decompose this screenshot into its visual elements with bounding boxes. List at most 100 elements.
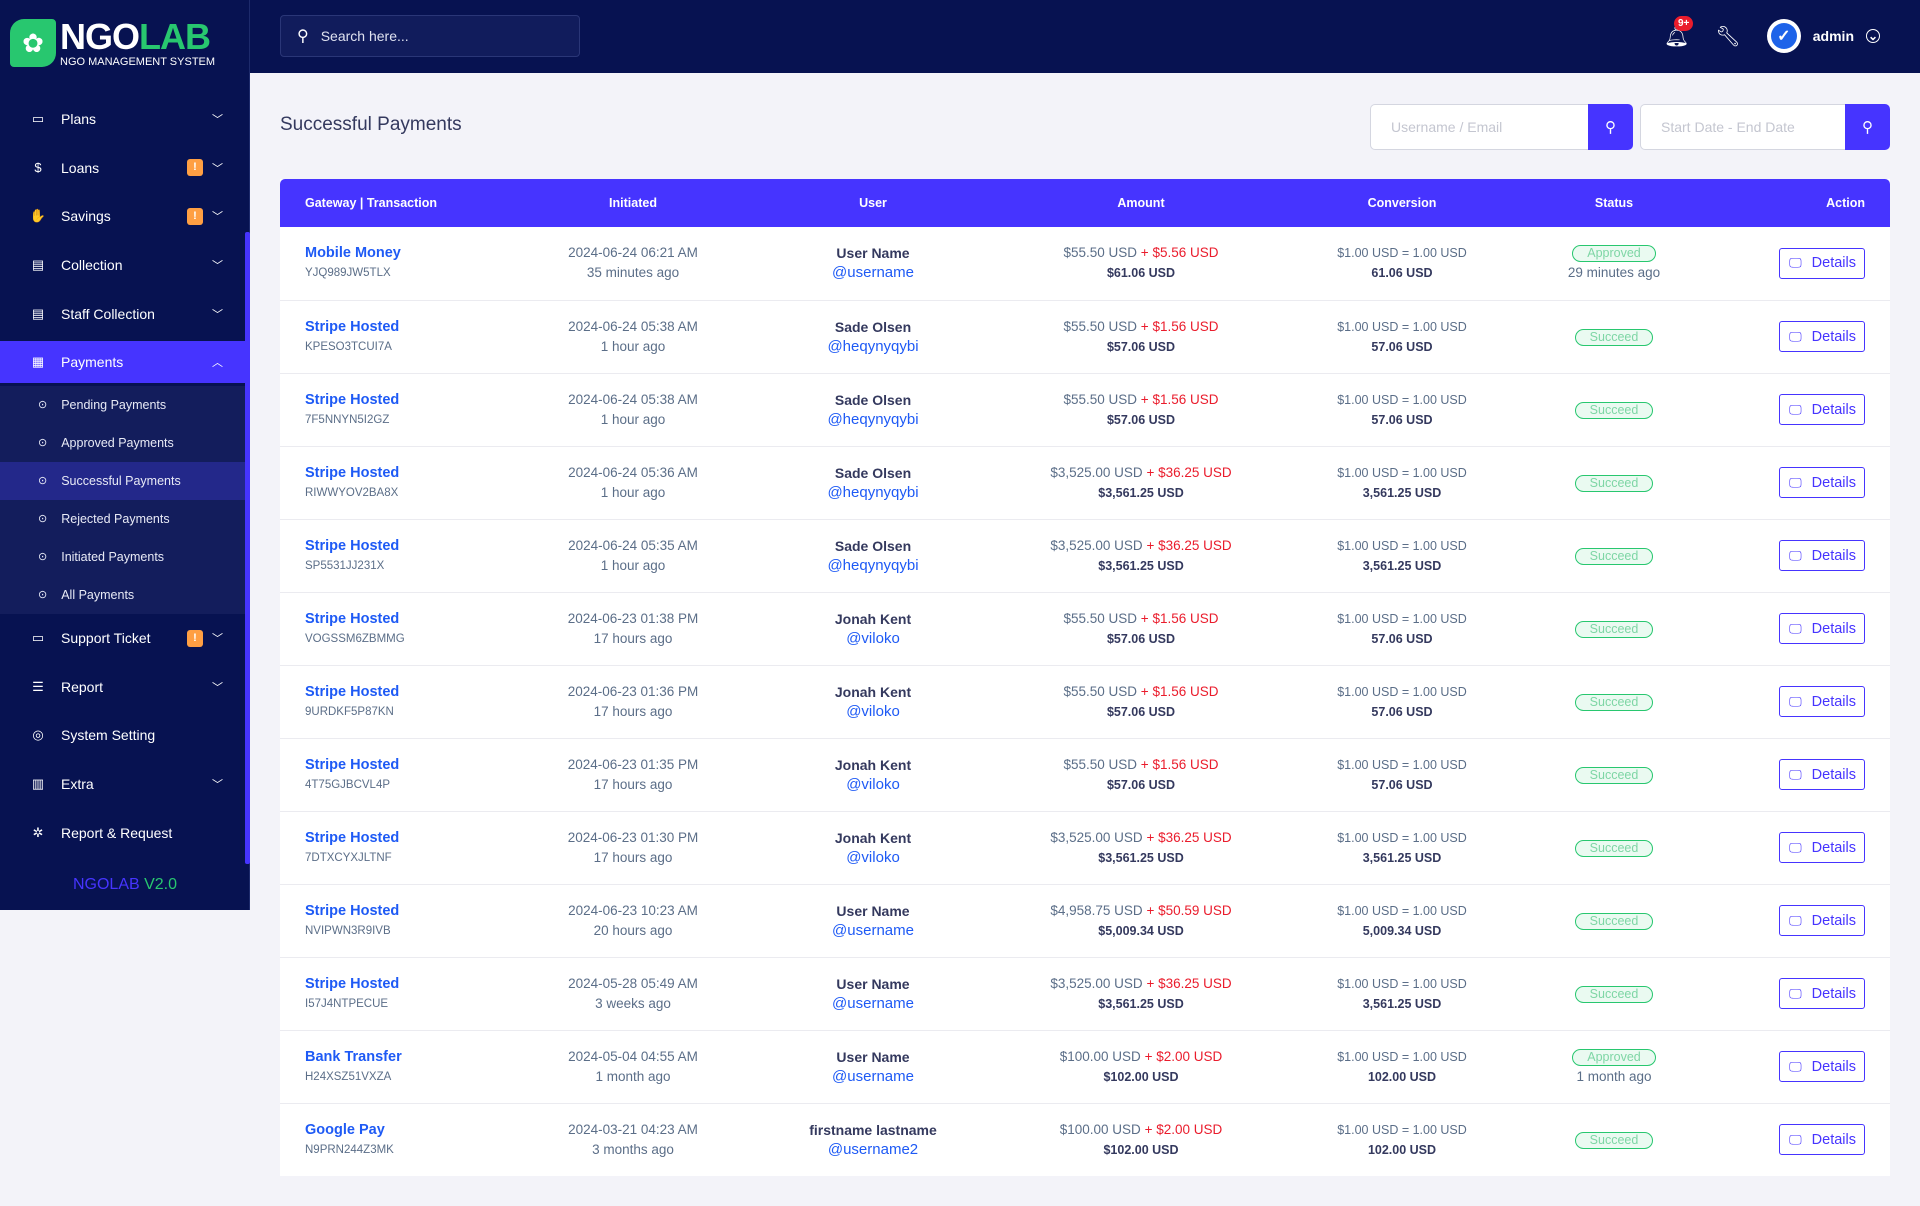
- details-button[interactable]: 🖵︎ Details: [1779, 613, 1865, 644]
- sidebar-item-plans[interactable]: ▭ Plans ﹀: [0, 95, 245, 144]
- logo[interactable]: ✿ NGOLAB NGO MANAGEMENT SYSTEM: [10, 18, 215, 68]
- conversion-rate: $1.00 USD = 1.00 USD: [1337, 684, 1467, 699]
- details-label: Details: [1811, 547, 1856, 564]
- user-link[interactable]: @heqynyqybi: [827, 337, 919, 355]
- chevron-down-icon: ﹀: [212, 114, 223, 127]
- details-button[interactable]: 🖵︎ Details: [1779, 467, 1865, 498]
- bug-icon: ✲: [32, 824, 44, 840]
- desktop-icon: 🖵︎: [1789, 693, 1802, 709]
- plus-sign: +: [1142, 975, 1159, 991]
- user-link[interactable]: @username: [832, 1067, 914, 1085]
- sidebar-item-partial[interactable]: [0, 75, 245, 95]
- charge-value: $1.56 USD: [1152, 391, 1219, 407]
- sidebar-item-staff-collection[interactable]: ▤ Staff Collection ﹀: [0, 289, 245, 338]
- sidebar-item-payments[interactable]: ▦ Payments ︿: [0, 340, 245, 383]
- plus-sign: +: [1137, 610, 1153, 626]
- wrench-icon[interactable]: 🔧︎: [1715, 25, 1741, 48]
- converted-amount: 5,009.34 USD: [1362, 923, 1442, 938]
- sidebar-item-system-setting[interactable]: ◎ System Setting: [0, 711, 245, 760]
- sidebar-subitem-pending-payments[interactable]: ⊙ Pending Payments: [0, 386, 245, 424]
- chevron-down-icon: ﹀: [212, 211, 223, 224]
- details-button[interactable]: 🖵︎ Details: [1779, 1051, 1865, 1082]
- table-row: Stripe Hosted I57J4NTPECUE 2024-05-28 05:4…: [280, 957, 1890, 1031]
- user-link[interactable]: @viloko: [846, 702, 900, 720]
- circle-dot-icon: ⊙: [38, 475, 48, 488]
- user-link[interactable]: @viloko: [846, 848, 900, 866]
- details-label: Details: [1811, 255, 1856, 272]
- sidebar-item-loans[interactable]: $ Loans! ﹀: [0, 144, 245, 193]
- column-header-status: Status: [1594, 196, 1634, 210]
- sidebar-item-label: Loans: [61, 159, 100, 176]
- details-button[interactable]: 🖵︎ Details: [1779, 540, 1865, 571]
- chevron-down-icon: ﹀: [212, 681, 223, 694]
- desktop-icon: 🖵︎: [1789, 547, 1802, 563]
- user-menu[interactable]: ✓ admin ⌄: [1766, 19, 1880, 53]
- search-box[interactable]: ⚲: [280, 15, 580, 57]
- user-link[interactable]: @username: [832, 994, 914, 1012]
- status-badge: Succeed: [1574, 912, 1654, 930]
- username-email-input[interactable]: [1370, 104, 1588, 150]
- user-link[interactable]: @viloko: [846, 629, 900, 647]
- date-range-input[interactable]: [1640, 104, 1845, 150]
- user-search-button[interactable]: ⚲: [1588, 104, 1633, 150]
- sidebar-subitem-initiated-payments[interactable]: ⊙ Initiated Payments: [0, 538, 245, 576]
- user-link[interactable]: @heqynyqybi: [827, 410, 919, 428]
- converted-amount: 57.06 USD: [1371, 412, 1433, 427]
- gateway-cell: Stripe Hosted I57J4NTPECUE: [280, 957, 520, 1031]
- sidebar-item-collection[interactable]: ▤ Collection ﹀: [0, 241, 245, 290]
- table-row: Stripe Hosted VOGSSM6ZBMMG 2024-06-23 01:3…: [280, 592, 1890, 666]
- gateway-name: Mobile Money: [305, 245, 401, 262]
- sidebar-subitem-successful-payments[interactable]: ⊙ Successful Payments: [0, 461, 245, 500]
- total-value: $57.06 USD: [1106, 412, 1176, 427]
- sidebar-scrollbar[interactable]: [245, 232, 250, 864]
- sidebar-item-report-request[interactable]: ✲ Report & Request: [0, 808, 245, 857]
- plus-sign: +: [1137, 318, 1153, 334]
- details-button[interactable]: 🖵︎ Details: [1779, 686, 1865, 717]
- sidebar-subitem-rejected-payments[interactable]: ⊙ Rejected Payments: [0, 500, 245, 538]
- user-link[interactable]: @username2: [827, 1140, 919, 1158]
- gateway-cell: Stripe Hosted 7F5NNYN5I2GZ: [280, 373, 520, 447]
- notification-bell-icon[interactable]: 🔔︎ 9+: [1664, 15, 1694, 49]
- charge-value: $36.25 USD: [1158, 829, 1232, 845]
- details-button[interactable]: 🖵︎ Details: [1779, 905, 1865, 936]
- status-cell: Succeed: [1522, 811, 1706, 885]
- desktop-icon: 🖵︎: [1789, 401, 1802, 417]
- sidebar-item-report[interactable]: ☰ Report ﹀: [0, 663, 245, 712]
- column-header-gateway: Gateway | Transaction: [305, 196, 438, 210]
- initiated-ago: 20 hours ago: [593, 922, 673, 938]
- sidebar-item-label: Collection: [61, 257, 123, 274]
- charge-value: $36.25 USD: [1158, 975, 1232, 991]
- sidebar-item-extra[interactable]: ▥ Extra ﹀: [0, 760, 245, 809]
- user-link[interactable]: @viloko: [846, 775, 900, 793]
- user-link[interactable]: @heqynyqybi: [827, 556, 919, 574]
- date-search-button[interactable]: ⚲: [1845, 104, 1890, 150]
- amount-line: $3,525.00 USD + $36.25 USD: [1000, 828, 1282, 848]
- details-button[interactable]: 🖵︎ Details: [1779, 1124, 1865, 1156]
- search-input[interactable]: [320, 28, 551, 44]
- details-button[interactable]: 🖵︎ Details: [1779, 978, 1865, 1009]
- sidebar-subitem-all-payments[interactable]: ⊙ All Payments: [0, 576, 245, 614]
- user-cell: Sade Olsen @heqynyqybi: [746, 519, 1000, 593]
- user-link[interactable]: @username: [832, 264, 914, 282]
- sidebar-item-savings[interactable]: ✋ Savings! ﹀: [0, 192, 245, 241]
- details-button[interactable]: 🖵︎ Details: [1779, 759, 1865, 790]
- details-label: Details: [1811, 985, 1856, 1002]
- sidebar-item-label: Plans: [61, 111, 97, 128]
- user-link[interactable]: @username: [832, 921, 914, 939]
- gateway-name: Stripe Hosted: [305, 391, 400, 408]
- details-button[interactable]: 🖵︎ Details: [1779, 247, 1865, 279]
- details-label: Details: [1811, 1131, 1856, 1148]
- sidebar-subitem-approved-payments[interactable]: ⊙ Approved Payments: [0, 424, 245, 462]
- user-link[interactable]: @heqynyqybi: [827, 483, 919, 501]
- conversion-cell: $1.00 USD = 1.00 USD 3,561.25 USD: [1282, 519, 1522, 593]
- sidebar-item-support-ticket[interactable]: ▭ Support Ticket! ﹀: [0, 614, 245, 663]
- list-icon: ☰: [32, 678, 44, 694]
- table-row: Mobile Money YJQ989JW5TLX 2024-06-24 06:21…: [280, 227, 1890, 301]
- details-button[interactable]: 🖵︎ Details: [1779, 321, 1865, 352]
- details-label: Details: [1811, 693, 1856, 710]
- action-cell: 🖵︎ Details: [1706, 373, 1890, 447]
- initiated-ago: 1 hour ago: [600, 411, 666, 427]
- initiated-date: 2024-05-28 05:49 AM: [568, 975, 698, 991]
- details-button[interactable]: 🖵︎ Details: [1779, 394, 1865, 425]
- details-button[interactable]: 🖵︎ Details: [1779, 832, 1865, 863]
